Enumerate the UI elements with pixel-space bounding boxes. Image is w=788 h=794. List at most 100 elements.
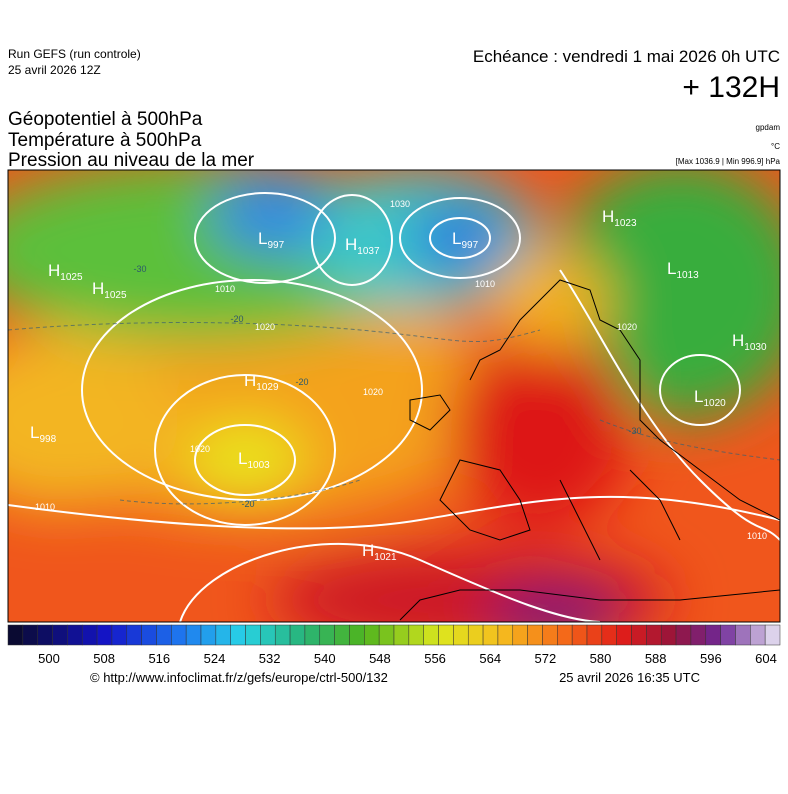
center-value: 1025 (60, 272, 83, 283)
echeance: Echéance : vendredi 1 mai 2026 0h UTC (473, 47, 780, 66)
source-url: © http://www.infoclimat.fr/z/gefs/europe… (90, 670, 388, 685)
center-value: 1030 (744, 342, 767, 353)
pressure-center: H1025 (48, 261, 83, 283)
colorbar-cell (364, 624, 380, 646)
colorbar-cell (96, 624, 113, 646)
contour-label: -30 (628, 426, 641, 436)
pressure-center: H1023 (602, 207, 637, 229)
center-value: 1037 (357, 246, 380, 257)
center-value: 1025 (104, 290, 127, 301)
colorbar-cell (334, 624, 350, 646)
colorbar-tick: 596 (700, 651, 722, 666)
center-value: 1023 (614, 218, 637, 229)
center-letter: H (244, 371, 256, 390)
center-letter: H (92, 279, 104, 298)
center-letter: L (452, 229, 461, 248)
generated: 25 avril 2026 16:35 UTC (559, 670, 700, 685)
colorbar-cell (274, 624, 291, 646)
colorbar-cell (423, 624, 439, 646)
center-letter: L (258, 229, 267, 248)
contour-label: -30 (133, 264, 146, 274)
pressure-center: L1013 (667, 259, 699, 281)
center-value: 997 (461, 240, 478, 251)
colorbar-cell (126, 624, 142, 646)
colorbar-cell (764, 624, 781, 646)
pressure-center: H1037 (345, 235, 380, 257)
pressure-center: L997 (258, 229, 285, 251)
colorbar-cell (438, 624, 454, 646)
colorbar-tick: 580 (590, 651, 612, 666)
colorbar-cell (52, 624, 68, 646)
center-value: 1020 (703, 398, 726, 409)
contour-label: 1010 (475, 279, 495, 289)
contour-label: 1010 (35, 502, 55, 512)
colorbar-tick: 508 (93, 651, 115, 666)
center-letter: L (238, 449, 247, 468)
unit: [Max 1036.9 | Min 996.9] hPa (676, 157, 781, 166)
run-date: 25 avril 2026 12Z (8, 63, 101, 77)
center-value: 1021 (374, 552, 397, 563)
center-value: 1003 (247, 460, 270, 471)
colorbar-tick: 532 (259, 651, 281, 666)
colorbar-cell (527, 624, 543, 646)
pressure-center: H1029 (244, 371, 279, 393)
colorbar-tick: 516 (148, 651, 170, 666)
colorbar-cell (720, 624, 736, 646)
center-letter: H (602, 207, 614, 226)
colorbar-cell (616, 624, 632, 646)
colorbar-tick: 556 (424, 651, 446, 666)
colorbar-tick: 604 (755, 651, 777, 666)
pressure-center: H1021 (362, 541, 397, 563)
center-letter: L (667, 259, 676, 278)
colorbar-cell (631, 624, 647, 646)
colorbar-cell (571, 624, 588, 646)
colorbar-cell (497, 624, 514, 646)
colorbar-cell (185, 624, 202, 646)
colorbar-tick: 524 (204, 651, 226, 666)
contour-label: 1010 (215, 284, 235, 294)
colorbar-cell (735, 624, 751, 646)
unit: °C (771, 142, 780, 151)
colorbar-cell (542, 624, 558, 646)
field: Pression au niveau de la mer (8, 150, 255, 171)
contour-label: 1020 (190, 444, 210, 454)
center-letter: H (48, 261, 60, 280)
colorbar-cell (171, 624, 187, 646)
colorbar-cell (7, 624, 24, 646)
contour-label: -20 (295, 377, 308, 387)
colorbar-cell (81, 624, 98, 646)
colorbar-cell (215, 624, 231, 646)
contour-label: 1020 (363, 387, 383, 397)
colorbar-cell (260, 624, 276, 646)
colorbar-cell (750, 624, 766, 646)
center-letter: H (362, 541, 374, 560)
colorbar-cell (67, 624, 83, 646)
colorbar-cell (37, 624, 53, 646)
colorbar-cell (156, 624, 172, 646)
colorbar-cell (111, 624, 128, 646)
center-letter: L (694, 387, 703, 406)
center-letter: H (732, 331, 744, 350)
colorbar-cell (245, 624, 261, 646)
unit: gpdam (756, 123, 781, 132)
colorbar-cell (141, 624, 157, 646)
colorbar-tick: 540 (314, 651, 336, 666)
center-value: 998 (39, 434, 56, 445)
colorbar-cell (482, 624, 499, 646)
colorbar-cell (646, 624, 662, 646)
colorbar-cell (660, 624, 677, 646)
colorbar-cell (200, 624, 217, 646)
pressure-center: L997 (452, 229, 479, 251)
contour-label: -20 (230, 314, 243, 324)
colorbar-tick: 572 (535, 651, 557, 666)
colorbar-cell (378, 624, 395, 646)
center-value: 997 (267, 240, 284, 251)
pressure-center: H1030 (732, 331, 767, 353)
field: Température à 500hPa (8, 130, 202, 151)
colorbar-cell (467, 624, 484, 646)
field: Géopotentiel à 500hPa (8, 109, 203, 130)
colorbar-cell (453, 624, 469, 646)
colorbar-cell (304, 624, 321, 646)
